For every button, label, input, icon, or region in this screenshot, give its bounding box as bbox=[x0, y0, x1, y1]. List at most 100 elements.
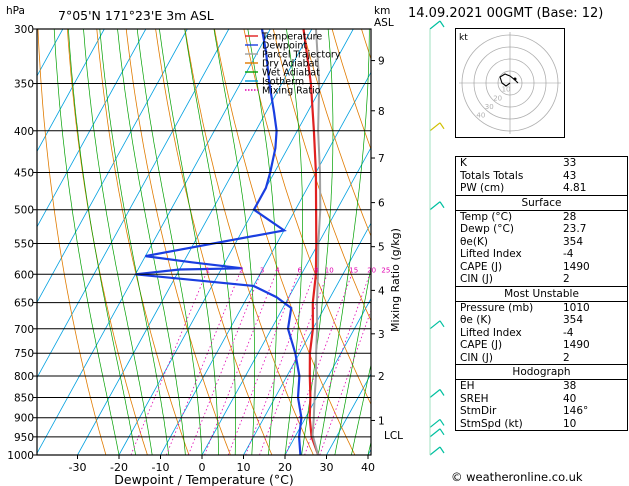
legend-label: Temperature bbox=[261, 32, 322, 43]
hodograph-unit: kt bbox=[459, 33, 468, 43]
surface-label: Temp (°C) bbox=[460, 210, 513, 223]
unstable-row: CAPE (J) 1490 bbox=[456, 339, 627, 352]
surface-label: Lifted Index bbox=[460, 248, 522, 260]
km-tick-label: 9 bbox=[378, 56, 385, 68]
top-row: Totals Totals 43 bbox=[456, 170, 627, 183]
top-label: PW (cm) bbox=[460, 182, 505, 194]
wind-barb-flag bbox=[439, 20, 445, 28]
wind-barb-flag bbox=[439, 122, 445, 130]
km-tick-label: 6 bbox=[378, 198, 385, 210]
hodograph-value: 40 bbox=[563, 392, 577, 405]
surface-row: CIN (J) 2 bbox=[456, 273, 627, 286]
wind-barb-flag bbox=[439, 201, 445, 209]
wind-barb-flag bbox=[439, 446, 445, 454]
lcl-label: LCL bbox=[384, 430, 403, 442]
top-label: Totals Totals bbox=[460, 169, 524, 182]
wind-barb bbox=[429, 418, 441, 428]
asl-label: ASL bbox=[374, 17, 394, 29]
isotherm-line bbox=[326, 373, 371, 455]
wind-barb-flag bbox=[439, 419, 445, 426]
mixing-ratio-label: 2 bbox=[239, 266, 243, 274]
y-axis-label: Mixing Ratio (g/kg) bbox=[389, 228, 402, 332]
hodograph-row: SREH 40 bbox=[456, 393, 627, 406]
credit-text: © weatheronline.co.uk bbox=[451, 470, 583, 484]
unstable-row: Pressure (mb) 1010 bbox=[456, 302, 627, 315]
wind-barb bbox=[429, 389, 441, 398]
isotherm-line bbox=[160, 71, 371, 455]
hodograph-label: StmDir bbox=[460, 405, 497, 417]
mixing-ratio-line bbox=[319, 309, 371, 455]
hodograph-header: Hodograph bbox=[456, 365, 627, 380]
pressure-label: 950 bbox=[14, 432, 34, 444]
wind-barb-flag bbox=[439, 389, 445, 396]
surface-value: 1490 bbox=[563, 260, 590, 273]
mixing-ratio-line bbox=[227, 274, 299, 455]
unstable-label: Pressure (mb) bbox=[460, 301, 534, 314]
surface-row: Dewp (°C) 23.7 bbox=[456, 223, 627, 236]
km-tick-label: 3 bbox=[378, 329, 385, 341]
top-value: 4.81 bbox=[563, 182, 587, 194]
pressure-label: 850 bbox=[14, 392, 34, 404]
isotherm-line bbox=[37, 29, 147, 228]
wind-barb bbox=[429, 201, 441, 211]
surface-label: CIN (J) bbox=[460, 273, 493, 285]
x-tick-label: 30 bbox=[320, 461, 334, 474]
wet-adiabat-line bbox=[159, 29, 219, 455]
mixing-ratio-label: 1 bbox=[206, 266, 210, 274]
mixing-ratio-line bbox=[130, 274, 207, 455]
top-row: K 33 bbox=[456, 157, 627, 170]
top-value: 33 bbox=[563, 157, 577, 169]
km-tick-label: 5 bbox=[378, 242, 385, 254]
top-label: K bbox=[460, 157, 467, 169]
unstable-row: CIN (J) 2 bbox=[456, 352, 627, 365]
hodograph-ring-label: 10 bbox=[502, 86, 511, 94]
mixing-ratio-label: 15 bbox=[349, 266, 358, 274]
wind-barb bbox=[429, 446, 441, 456]
mixing-ratio-label: 20 bbox=[367, 266, 376, 274]
wet-adiabat-line bbox=[117, 29, 186, 455]
unstable-value: 2 bbox=[563, 351, 570, 364]
isotherm-line bbox=[37, 29, 188, 304]
x-tick-label: 20 bbox=[278, 461, 292, 474]
hodograph-row: StmDir 146° bbox=[456, 405, 627, 418]
x-tick-label: -10 bbox=[152, 461, 170, 474]
pressure-label: 550 bbox=[14, 238, 34, 250]
hodograph-value: 10 bbox=[563, 417, 577, 430]
legend-label: Dewpoint bbox=[262, 41, 307, 52]
hodograph-row: EH 38 bbox=[456, 380, 627, 393]
hodograph-ring-label: 20 bbox=[493, 94, 502, 102]
plot-frame bbox=[36, 28, 372, 456]
unstable-value: 354 bbox=[563, 314, 584, 326]
pressure-label: 450 bbox=[14, 167, 34, 179]
mixing-ratio-line bbox=[304, 274, 371, 455]
pressure-label: 750 bbox=[14, 348, 34, 360]
unstable-value: 1490 bbox=[563, 339, 590, 351]
surface-row: Temp (°C) 28 bbox=[456, 211, 627, 224]
wet-adiabat-line bbox=[53, 29, 120, 455]
surface-value: 23.7 bbox=[563, 223, 587, 235]
km-tick-label: 2 bbox=[378, 371, 385, 383]
hodograph-label: StmSpd (kt) bbox=[460, 417, 523, 430]
isotherm-line bbox=[243, 222, 371, 455]
surface-value: 2 bbox=[563, 273, 570, 285]
dry-adiabat-line bbox=[302, 29, 371, 238]
wet-adiabat-line bbox=[351, 363, 371, 455]
surface-value: 354 bbox=[563, 235, 584, 248]
surface-value: -4 bbox=[563, 248, 574, 260]
top-value: 43 bbox=[563, 169, 577, 182]
unstable-label: θe (K) bbox=[460, 314, 492, 326]
isotherm-line bbox=[37, 29, 105, 153]
dry-adiabat-line bbox=[125, 29, 231, 455]
dry-adiabat-line bbox=[67, 29, 148, 455]
km-label: km bbox=[374, 5, 390, 17]
km-tick-label: 1 bbox=[378, 415, 385, 427]
unstable-value: 1010 bbox=[563, 301, 590, 314]
storm-motion-marker bbox=[513, 77, 517, 81]
mixing-ratio-label: 25 bbox=[381, 266, 390, 274]
pressure-label: 700 bbox=[14, 324, 34, 336]
hodograph-value: 38 bbox=[563, 380, 577, 392]
top-row: PW (cm) 4.81 bbox=[456, 182, 627, 195]
mixing-ratio-label: 3 bbox=[260, 266, 264, 274]
mixing-ratio-line bbox=[187, 274, 261, 455]
